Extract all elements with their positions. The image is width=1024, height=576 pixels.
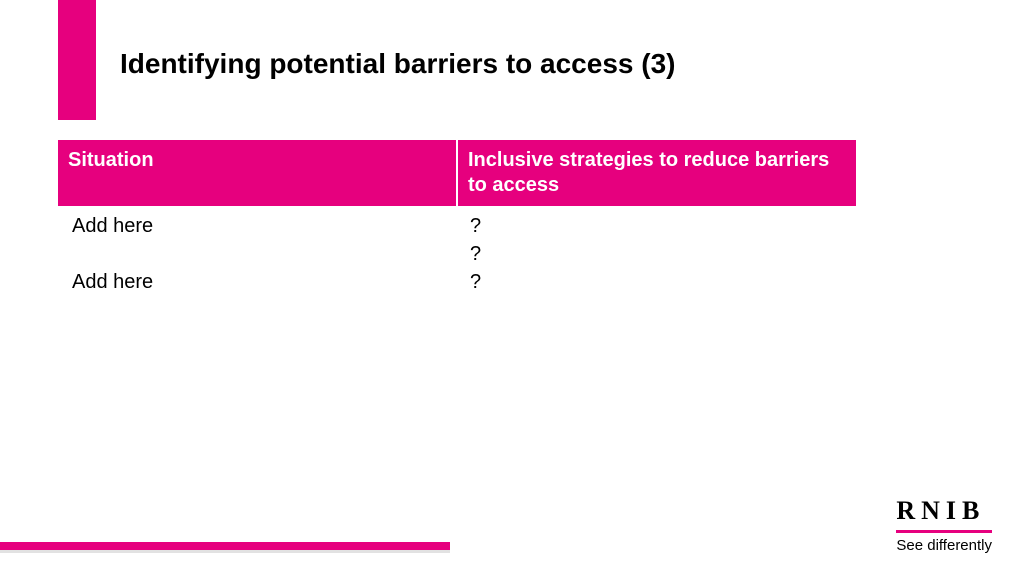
page-title: Identifying potential barriers to access… — [120, 48, 675, 80]
table-cell: ? — [470, 240, 842, 268]
footer-accent-bar — [0, 542, 450, 550]
table-header-strategies: Inclusive strategies to reduce barriers … — [456, 140, 856, 206]
logo-text: RNIB — [896, 496, 992, 526]
table-header-row: Situation Inclusive strategies to reduce… — [58, 140, 856, 206]
logo-tagline: See differently — [896, 537, 992, 554]
table-cell: Add here — [72, 212, 442, 240]
table-body: Add here Add here ? ? ? — [58, 206, 856, 296]
accent-block — [58, 0, 96, 120]
table-cell: ? — [470, 212, 842, 240]
table-col-strategies: ? ? ? — [456, 206, 856, 296]
table-col-situation: Add here Add here — [58, 206, 456, 296]
rnib-logo: RNIB See differently — [896, 496, 992, 554]
barriers-table: Situation Inclusive strategies to reduce… — [58, 140, 856, 296]
table-cell: ? — [470, 268, 842, 296]
table-header-situation: Situation — [58, 140, 456, 206]
table-cell — [72, 240, 442, 268]
table-cell: Add here — [72, 268, 442, 296]
logo-rule — [896, 530, 992, 533]
